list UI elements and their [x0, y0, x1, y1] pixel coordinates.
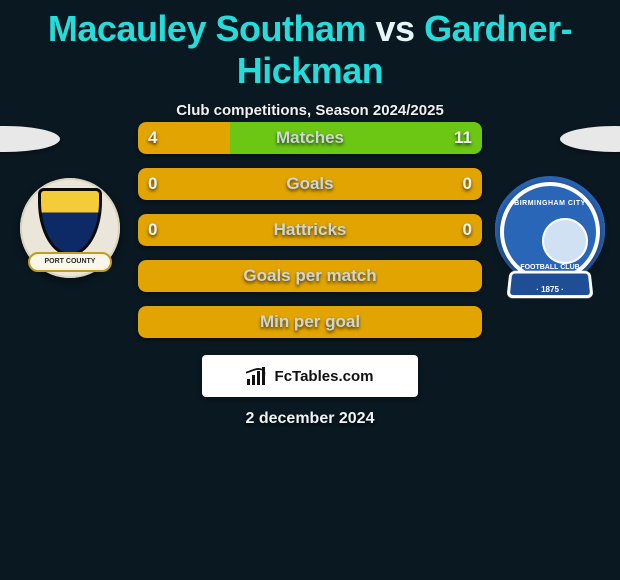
- stat-bar-neutral: [138, 214, 482, 246]
- player1-crest-name: PORT COUNTY: [28, 252, 112, 272]
- brand-badge: FcTables.com: [202, 355, 418, 397]
- stat-bar-track: [138, 168, 482, 200]
- player2-crest-disc: BIRMINGHAM CITY FOOTBALL CLUB: [500, 182, 600, 282]
- stat-bar-neutral: [138, 168, 482, 200]
- stat-bar-track: [138, 306, 482, 338]
- stat-bar-player1: [138, 122, 230, 154]
- snapshot-date: 2 december 2024: [0, 410, 620, 428]
- stat-row: Min per goal: [138, 306, 482, 338]
- stat-bar-neutral: [138, 306, 482, 338]
- player1-name: Macauley Southam: [48, 8, 366, 49]
- player2-crest: BIRMINGHAM CITY FOOTBALL CLUB · 1875 ·: [490, 176, 610, 310]
- player2-crest-top: BIRMINGHAM CITY: [504, 200, 596, 207]
- subtitle: Club competitions, Season 2024/2025: [0, 102, 620, 119]
- player2-pill: [560, 126, 620, 152]
- stat-bars: Matches411 Goals00 Hattricks00 Goals per ma…: [138, 122, 482, 352]
- chart-icon: [247, 367, 269, 385]
- player1-pill: [0, 126, 60, 152]
- stat-bar-track: [138, 122, 482, 154]
- stat-row: Goals per match: [138, 260, 482, 292]
- brand-text: FcTables.com: [275, 368, 374, 385]
- stat-bar-neutral: [138, 260, 482, 292]
- stat-bar-track: [138, 260, 482, 292]
- stat-row: Matches411: [138, 122, 482, 154]
- vs-text: vs: [376, 8, 415, 49]
- player1-crest: PORT COUNTY: [20, 178, 120, 278]
- page-title: Macauley Southam vs Gardner-Hickman: [0, 0, 620, 92]
- stat-bar-track: [138, 214, 482, 246]
- stat-bar-player2: [230, 122, 482, 154]
- player2-crest-year: · 1875 ·: [490, 285, 610, 294]
- globe-icon: [542, 218, 588, 264]
- stat-row: Goals00: [138, 168, 482, 200]
- stat-row: Hattricks00: [138, 214, 482, 246]
